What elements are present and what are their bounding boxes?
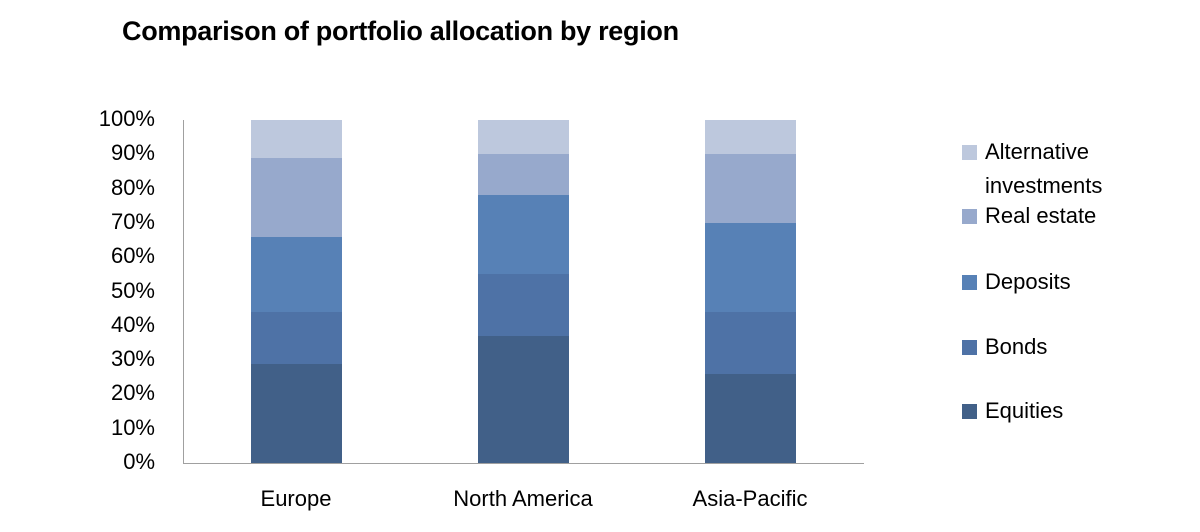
bar-segment-alternative-investments: [251, 120, 342, 158]
y-tick-label: 10%: [110, 414, 155, 440]
legend-label: Alternative investments: [985, 139, 1103, 198]
bar-segment-equities: [478, 336, 569, 463]
y-tick-label: 70%: [110, 208, 155, 234]
y-tick-label: 90%: [110, 140, 155, 166]
bar-segment-bonds: [478, 274, 569, 337]
legend-item: Bonds: [962, 330, 1182, 364]
legend-item: Deposits: [962, 265, 1182, 299]
legend-swatch-icon: [962, 404, 977, 419]
bar-segment-deposits: [251, 236, 342, 313]
bar-segment-deposits: [705, 222, 796, 313]
bar-segment-alternative-investments: [478, 120, 569, 155]
y-tick-label: 0%: [123, 449, 155, 474]
y-axis-line: [183, 120, 184, 464]
legend-label: Equities: [985, 398, 1064, 423]
x-tick-label: Asia-Pacific: [692, 486, 808, 511]
legend-label: Deposits: [985, 269, 1071, 294]
y-tick-label: 100%: [98, 106, 155, 131]
y-tick-label: 20%: [110, 380, 155, 406]
y-tick-label: 80%: [110, 174, 155, 200]
legend-swatch-icon: [962, 209, 977, 224]
y-tick-label: 40%: [110, 311, 155, 337]
legend-swatch-icon: [962, 145, 977, 160]
legend-label: Real estate: [985, 203, 1097, 228]
y-tick-label: 60%: [110, 243, 155, 269]
legend-item: Alternative investments: [962, 135, 1182, 203]
legend-swatch-icon: [962, 340, 977, 355]
x-axis-line: [183, 463, 864, 464]
bar-segment-equities: [705, 373, 796, 463]
legend-item: Real estate: [962, 199, 1182, 233]
legend-label: Bonds: [985, 334, 1048, 359]
bar-europe: [251, 120, 342, 463]
bar-segment-bonds: [705, 312, 796, 374]
x-tick-label: Europe: [260, 486, 332, 511]
bar-segment-real-estate: [251, 157, 342, 237]
bar-segment-alternative-investments: [705, 120, 796, 155]
bar-segment-equities: [251, 363, 342, 463]
legend-swatch-icon: [962, 275, 977, 290]
bar-segment-bonds: [251, 312, 342, 364]
y-tick-label: 30%: [110, 346, 155, 372]
x-tick-label: North America: [453, 486, 593, 511]
chart-title: Comparison of portfolio allocation by re…: [122, 16, 679, 46]
legend-item: Equities: [962, 394, 1182, 428]
bar-north-america: [478, 120, 569, 463]
y-tick-label: 50%: [110, 277, 155, 303]
bar-segment-real-estate: [705, 154, 796, 223]
bar-segment-real-estate: [478, 154, 569, 196]
bar-asia-pacific: [705, 120, 796, 463]
bar-segment-deposits: [478, 195, 569, 275]
